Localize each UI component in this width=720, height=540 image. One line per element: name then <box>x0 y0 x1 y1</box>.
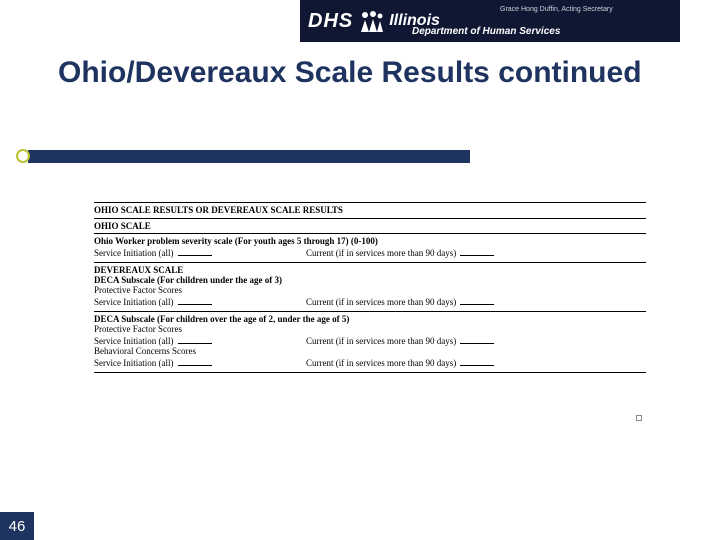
label-svc-init: Service Initiation (all) <box>94 336 173 346</box>
form-content: OHIO SCALE RESULTS OR DEVEREAUX SCALE RE… <box>94 202 646 375</box>
dev-behavioral: Behavioral Concerns Scores <box>94 346 646 356</box>
accent-bar <box>28 150 470 163</box>
dev-row-3: Service Initiation (all) Current (if in … <box>94 358 646 368</box>
dev-svc-init-1: Service Initiation (all) <box>94 297 306 307</box>
logo-department-text: Department of Human Services <box>412 26 560 37</box>
dev-current-1: Current (if in services more than 90 day… <box>306 297 646 307</box>
dev-current-3: Current (if in services more than 90 day… <box>306 358 646 368</box>
slide-number-badge: 46 <box>0 512 34 540</box>
dev-svc-init-2: Service Initiation (all) <box>94 336 306 346</box>
dev-protective: Protective Factor Scores <box>94 285 646 295</box>
slide-title: Ohio/Devereaux Scale Results continued <box>58 56 658 91</box>
rule <box>94 218 646 219</box>
rule-bottom <box>94 372 646 373</box>
dev-title: DEVEREAUX SCALE <box>94 265 646 275</box>
ohio-subtitle: Ohio Worker problem severity scale (For … <box>94 236 646 246</box>
dev-svc-init-3: Service Initiation (all) <box>94 358 306 368</box>
label-current: Current (if in services more than 90 day… <box>306 336 456 346</box>
rule <box>94 233 646 234</box>
dev-row-1: Service Initiation (all) Current (if in … <box>94 297 646 307</box>
blank-line <box>178 358 212 366</box>
rule <box>94 311 646 312</box>
logo-secretary-text: Grace Hong Duffin, Acting Secretary <box>500 6 613 13</box>
logo-dhs-text: DHS <box>308 10 353 33</box>
dev-row-2: Service Initiation (all) Current (if in … <box>94 336 646 346</box>
blank-line <box>178 297 212 305</box>
dev-current-2: Current (if in services more than 90 day… <box>306 336 646 346</box>
rule <box>94 262 646 263</box>
dev-sub2: DECA Subscale (For children over the age… <box>94 314 646 324</box>
label-current: Current (if in services more than 90 day… <box>306 358 456 368</box>
label-svc-init: Service Initiation (all) <box>94 358 173 368</box>
accent-dot-icon <box>16 149 30 163</box>
ohio-row: Service Initiation (all) Current (if in … <box>94 248 646 258</box>
blank-line <box>460 297 494 305</box>
blank-line <box>178 336 212 344</box>
slide-number: 46 <box>9 518 26 535</box>
blank-line <box>460 248 494 256</box>
dev-protective2: Protective Factor Scores <box>94 324 646 334</box>
blank-line <box>460 358 494 366</box>
slide: DHS Illinois Grace Hong Duffin, Acting S… <box>0 0 720 540</box>
accent-rule <box>16 143 470 163</box>
label-current: Current (if in services more than 90 day… <box>306 248 456 258</box>
blank-line <box>178 248 212 256</box>
ohio-title: OHIO SCALE <box>94 221 646 231</box>
logo-people-icon <box>357 8 387 34</box>
blank-line <box>460 336 494 344</box>
rule-top <box>94 202 646 203</box>
ohio-svc-init: Service Initiation (all) <box>94 248 306 258</box>
dev-sub1: DECA Subscale (For children under the ag… <box>94 275 646 285</box>
corner-marker-icon <box>636 415 642 421</box>
ohio-current: Current (if in services more than 90 day… <box>306 248 646 258</box>
form-header: OHIO SCALE RESULTS OR DEVEREAUX SCALE RE… <box>94 205 646 215</box>
label-svc-init: Service Initiation (all) <box>94 297 173 307</box>
label-svc-init: Service Initiation (all) <box>94 248 173 258</box>
label-current: Current (if in services more than 90 day… <box>306 297 456 307</box>
